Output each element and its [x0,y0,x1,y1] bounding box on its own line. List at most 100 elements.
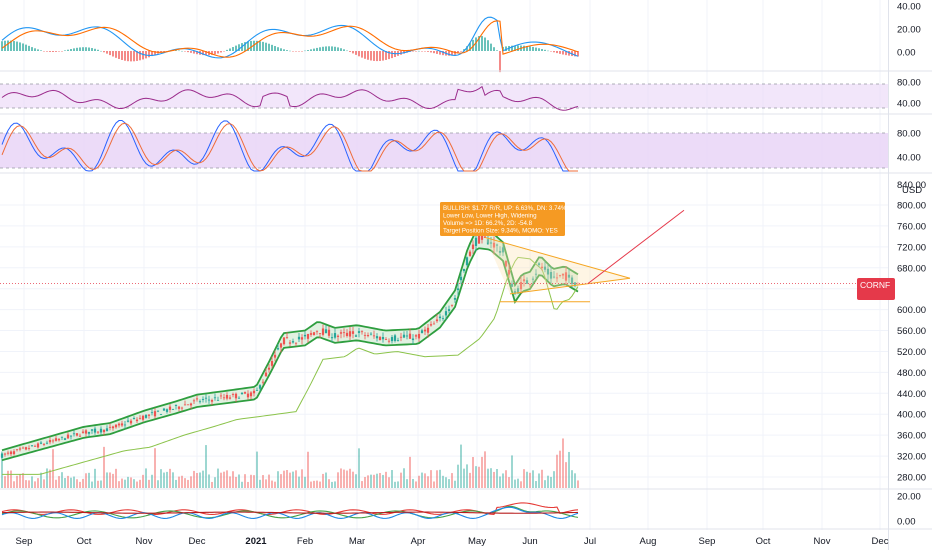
annotation-line-2: Lower Low, Lower High, Widening [443,213,537,220]
volume-bar [118,481,120,488]
candle-body [261,381,265,383]
macd-histogram-bar [352,51,354,54]
macd-histogram-bar [88,47,90,51]
candle-body [246,393,250,398]
candle-body [231,394,235,395]
candle-body [378,336,382,341]
time-label: Jun [522,536,537,547]
candle-body [63,438,67,440]
volume-bar [40,472,42,488]
macd-histogram-bar [412,51,414,52]
macd-histogram-bar [334,46,336,51]
candle-body [429,324,433,326]
macd-histogram-bar [58,51,60,52]
macd-histogram-bar [43,51,45,52]
macd-histogram-bar [385,51,387,60]
macd-histogram-bar [19,42,21,51]
volume-bar [301,469,303,488]
price-tick: 600.00 [897,305,926,316]
macd-histogram-bar [553,51,555,53]
candle-body [75,433,79,436]
price-tick: 440.00 [897,389,926,400]
candle-body [507,269,511,275]
candle-body [18,448,22,450]
macd-histogram-bar [223,51,225,52]
macd-histogram-bar [67,49,69,51]
candle-body [132,417,136,419]
candle-body [9,451,13,455]
volume-bar [460,444,462,488]
candle-body [450,304,454,306]
macd-histogram-bar [226,49,228,51]
candle-body [483,236,487,238]
time-axis[interactable]: Sep Oct Nov Dec 2021 Feb Mar Apr May Jun Jul Aug Sep… [16,536,889,547]
volume-bar [463,468,465,488]
volume-bar [352,471,354,488]
candle-body [120,423,124,426]
candle-body [567,274,571,278]
macd-histogram-bar [202,51,204,56]
macd-histogram-bar [361,51,363,58]
macd-histogram-bar [565,51,567,56]
last-price-badge[interactable]: CORNF 649.69 08:01:27 [857,278,929,300]
volume-bar [112,473,114,488]
candle-body [84,430,88,434]
volume-bar [31,476,33,488]
volume-bar [13,481,15,488]
candle-body [372,335,376,337]
candle-body [6,452,10,454]
macd-histogram-bar [415,51,417,52]
volume-bar [331,481,333,488]
candle-body [366,335,370,337]
candle-body [45,442,49,444]
candle-body [408,333,412,339]
volume-bar [436,470,438,488]
candle-body [177,406,181,409]
volume-bar [544,480,546,488]
candle-body [24,447,28,450]
macd-histogram-bar [49,51,51,52]
macd-histogram-bar [187,51,189,53]
volume-bar [43,479,45,488]
candle-body [264,372,268,377]
volume-bar [259,479,261,488]
candle-body [444,311,448,316]
stochastic-pane [0,119,888,172]
volume-bar [517,478,519,488]
rsi-band [0,84,888,108]
stoch-d-line [1,122,578,172]
macd-histogram-bar [421,51,423,52]
volume-bar [178,476,180,488]
candle-body [150,412,154,414]
volume-bar [493,471,495,488]
volume-bar [70,477,72,488]
macd-histogram-bar [340,48,342,51]
volume-bar [454,480,456,488]
macd-histogram-bar [451,51,453,56]
price-tick: 800.00 [897,201,926,212]
macd-histogram-bar [205,51,207,56]
volume-bar [310,481,312,488]
candle-body [387,340,391,342]
candle-body [354,335,358,337]
macd-histogram-bar [181,50,183,52]
volume-bar [280,474,282,488]
volume-bar [61,472,63,488]
candle-body [318,333,322,334]
volume-bar [451,473,453,488]
volume-bar [502,473,504,488]
macd-histogram-bar [118,51,120,59]
candle-body [141,415,145,420]
macd-histogram-bar [46,51,48,52]
macd-histogram-bar [82,47,84,51]
candle-body [357,331,361,333]
volume-bar [67,475,69,488]
price-axis[interactable]: 40.00 20.00 0.00 80.00 40.00 80.00 40.00 800.00… [897,2,926,528]
candle-body [465,257,469,266]
macd-histogram-bar [574,51,576,57]
candle-body [543,266,547,270]
macd-histogram-bar [61,51,63,52]
macd-histogram-bar [25,44,27,51]
volume-bar [49,469,51,488]
